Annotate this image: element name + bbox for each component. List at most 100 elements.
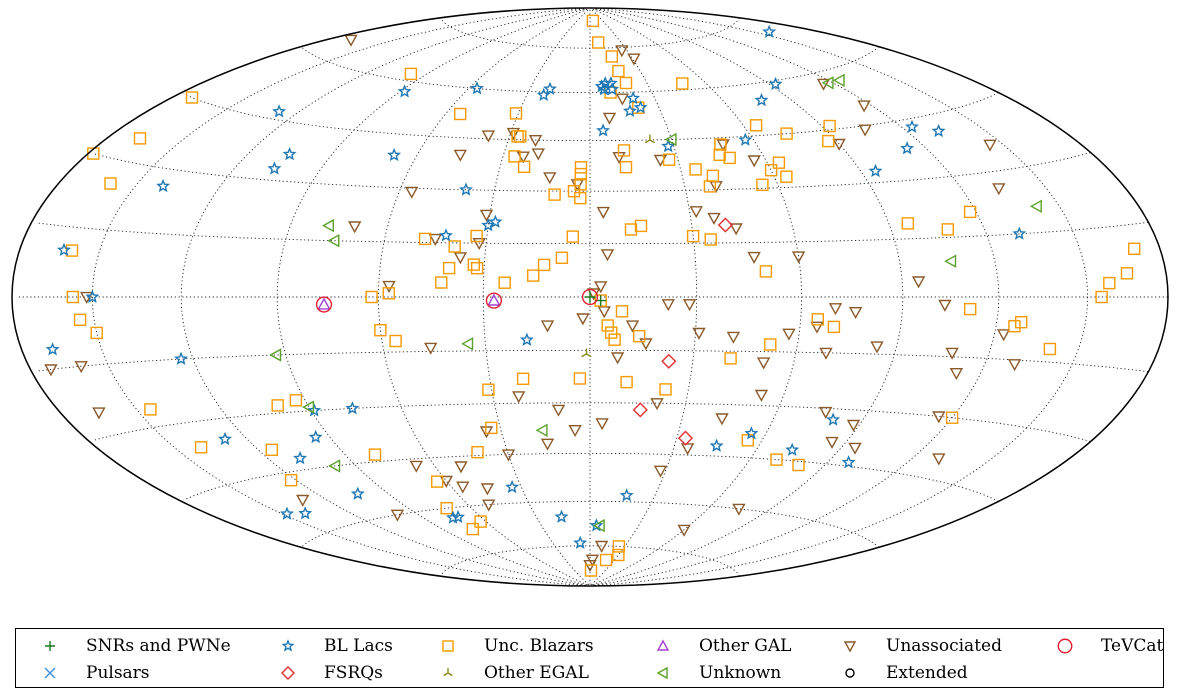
point-unc-blazars [612, 64, 625, 78]
point-unassociated [692, 327, 706, 340]
legend-label: Pulsars [86, 663, 150, 683]
point-unc-blazars [555, 251, 569, 264]
point-unc-blazars [827, 320, 841, 334]
legend-label: Other EGAL [484, 663, 589, 683]
point-unc-blazars [941, 223, 954, 236]
point-unknown [1029, 199, 1042, 213]
point-unc-blazars [537, 258, 551, 272]
point-bl-lacs [543, 81, 557, 95]
point-unassociated [594, 281, 608, 294]
point-unc-blazars [418, 232, 432, 246]
point-unassociated [825, 436, 839, 449]
point-unc-blazars [964, 302, 977, 316]
point-unassociated [858, 124, 872, 137]
point-bl-lacs [594, 79, 609, 93]
star-icon [274, 636, 302, 656]
legend-item-unknown: Unknown [649, 660, 781, 686]
point-unassociated [677, 524, 691, 537]
point-unknown [821, 76, 834, 90]
point-unc-blazars [703, 180, 717, 193]
point-unc-blazars [470, 262, 484, 275]
point-bl-lacs [554, 509, 569, 523]
point-unassociated [540, 320, 555, 333]
point-unc-blazars [365, 290, 378, 304]
point-unassociated [680, 443, 695, 456]
point-unassociated [482, 499, 496, 512]
point-bl-lacs [597, 82, 611, 96]
point-unassociated [653, 465, 668, 478]
point-unc-blazars [724, 352, 737, 365]
square-icon [434, 636, 462, 656]
legend-item-unc-blazars: Unc. Blazars [434, 633, 594, 659]
point-bl-lacs [768, 76, 783, 91]
point-unassociated [479, 426, 494, 439]
point-bl-lacs [868, 163, 883, 178]
point-unassociated [479, 209, 494, 222]
point-unassociated [848, 442, 862, 455]
legend-item-bl-lacs: BL Lacs [274, 633, 393, 659]
point-unc-blazars [482, 383, 495, 396]
point-unc-blazars [624, 223, 638, 236]
point-fsrqs [661, 353, 677, 369]
point-unassociated [610, 352, 625, 365]
point-bl-lacs [156, 178, 171, 193]
point-unc-blazars [471, 446, 484, 459]
point-unassociated [747, 155, 761, 168]
point-unc-blazars [963, 205, 977, 219]
point-unc-blazars [617, 144, 631, 157]
cross-icon [36, 663, 64, 683]
point-bl-lacs [174, 351, 189, 365]
point-unc-blazars [608, 333, 621, 346]
point-bl-lacs [272, 104, 287, 118]
point-bl-lacs [267, 161, 282, 175]
point-unassociated [747, 251, 761, 264]
grid-longitude-line [91, 7, 586, 587]
point-unc-blazars [448, 240, 461, 253]
point-unc-blazars [516, 372, 530, 385]
point-unassociated [682, 299, 697, 312]
point-unassociated [938, 299, 952, 312]
point-unassociated [480, 483, 495, 496]
triangle-icon [649, 636, 677, 656]
point-unc-blazars [704, 233, 717, 246]
point-unc-blazars [185, 91, 199, 104]
legend-label: FSRQs [324, 663, 383, 683]
legend-item-extended: Extended [836, 660, 968, 686]
point-unc-blazars [435, 276, 448, 289]
grid-latitude-line [36, 349, 1149, 373]
point-unc-blazars [485, 421, 498, 435]
point-unassociated [453, 252, 468, 265]
ring-icon [1051, 636, 1079, 656]
point-unassociated [454, 461, 468, 474]
sky-map [11, 7, 1169, 587]
data-points [44, 14, 1141, 577]
point-unc-blazars [612, 540, 626, 553]
point-unassociated [716, 139, 730, 152]
point-unassociated [791, 251, 806, 264]
map-grid [16, 7, 1168, 587]
grid-latitude-line [183, 92, 999, 142]
point-unc-blazars [440, 502, 453, 515]
point-bl-lacs [626, 90, 641, 105]
point-unc-blazars [466, 522, 479, 536]
point-unc-blazars [780, 170, 793, 183]
point-unknown [832, 73, 845, 87]
legend-item-tevcat: TeVCat [1051, 633, 1163, 659]
point-other-egal [581, 348, 592, 358]
point-other-gal [487, 293, 501, 306]
point-bl-lacs [45, 342, 60, 356]
point-bl-lacs [709, 438, 724, 452]
point-unassociated [501, 449, 516, 462]
grid-latitude-line [92, 152, 1091, 192]
point-bl-lacs [218, 431, 232, 446]
point-bl-lacs [785, 442, 800, 456]
point-unassociated [754, 389, 769, 402]
point-unc-blazars [265, 443, 278, 456]
point-unassociated [945, 347, 959, 360]
grid-longitude-line [594, 8, 1000, 586]
point-unassociated [512, 391, 526, 404]
point-unassociated [707, 212, 721, 225]
point-unc-blazars [633, 330, 646, 343]
point-unc-blazars [584, 564, 598, 577]
point-unc-blazars [573, 372, 587, 385]
